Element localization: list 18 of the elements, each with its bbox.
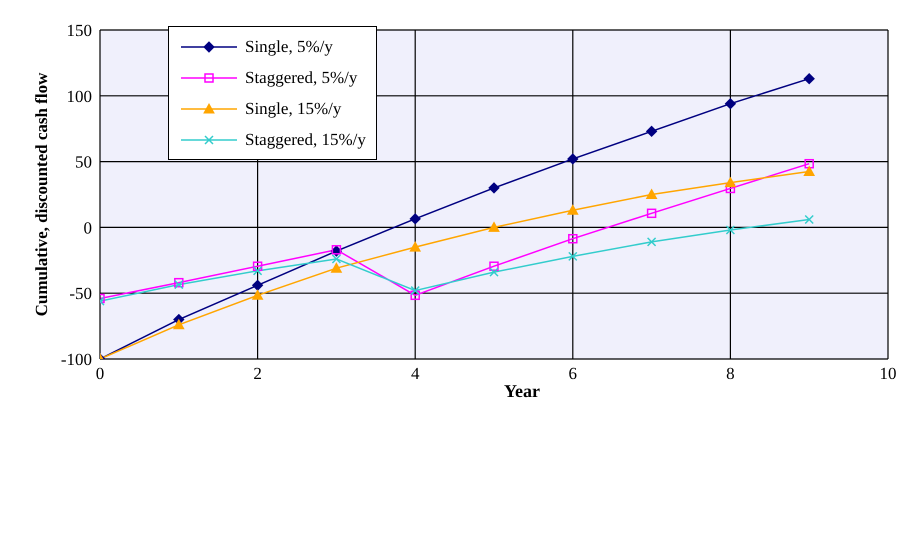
x-tick-label: 6	[568, 364, 578, 384]
x-tick-label: 10	[880, 364, 896, 384]
y-tick-label: 150	[66, 21, 92, 40]
x-tick-label: 8	[726, 364, 735, 384]
x-tick-label: 2	[253, 364, 262, 384]
y-axis-title: Cumulative, discounted cash flow	[32, 72, 52, 316]
legend-label: Staggered, 15%/y	[245, 130, 366, 150]
legend-label: Single, 5%/y	[245, 36, 333, 56]
y-tick-label: 50	[75, 152, 92, 172]
x-tick-label: 4	[410, 364, 420, 384]
x-tick-label: 0	[96, 364, 104, 384]
y-tick-label: -50	[69, 284, 92, 304]
legend-label: Single, 15%/y	[245, 98, 342, 118]
y-tick-label: -100	[60, 350, 92, 370]
legend-label: Staggered, 5%/y	[245, 68, 358, 88]
y-tick-label: 100	[66, 86, 92, 106]
x-axis-title: Year	[504, 381, 540, 401]
y-tick-label: 0	[84, 218, 92, 238]
